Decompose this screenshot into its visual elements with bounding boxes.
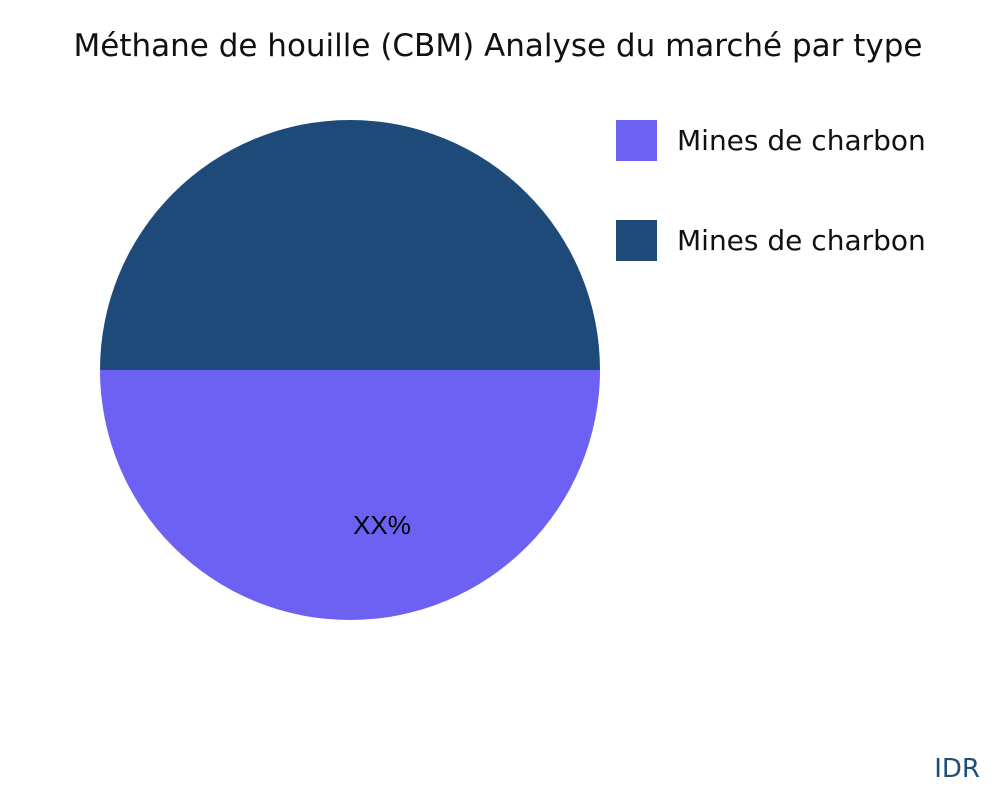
legend-swatch (616, 220, 657, 261)
legend-item: Mines de charbon (616, 120, 926, 161)
legend-item: Mines de charbon (616, 220, 926, 261)
chart-title: Méthane de houille (CBM) Analyse du marc… (73, 28, 923, 64)
slice-label: XX% (353, 510, 411, 540)
legend-label: Mines de charbon (677, 124, 926, 157)
pie-slice (100, 120, 600, 370)
legend-label: Mines de charbon (677, 224, 926, 257)
legend-swatch (616, 120, 657, 161)
pie-slice (100, 370, 600, 620)
watermark: IDR (934, 754, 980, 784)
